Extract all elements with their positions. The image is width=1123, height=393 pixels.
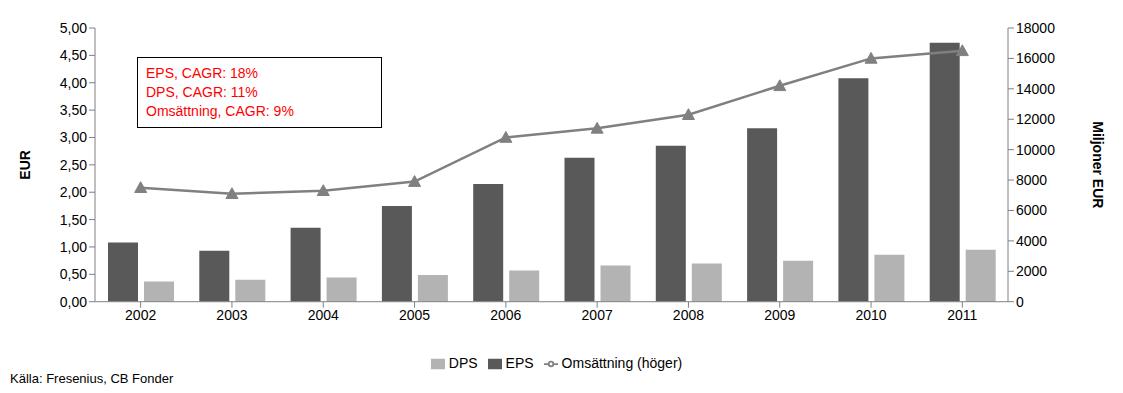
svg-text:2011: 2011 xyxy=(947,307,977,323)
svg-text:2003: 2003 xyxy=(216,307,247,323)
html-text:EPS: EPS xyxy=(505,354,534,371)
svg-text:10000: 10000 xyxy=(1016,142,1055,158)
svg-text:1,50: 1,50 xyxy=(60,212,87,228)
svg-text:2006: 2006 xyxy=(490,307,521,323)
svg-text:3,00: 3,00 xyxy=(60,129,87,145)
svg-text:4,00: 4,00 xyxy=(60,75,87,91)
svg-text:2007: 2007 xyxy=(582,307,613,323)
html-text:DPS: DPS xyxy=(448,354,478,371)
svg-text:0,00: 0,00 xyxy=(60,294,87,310)
svg-text:1,00: 1,00 xyxy=(60,239,87,255)
svg-text:2005: 2005 xyxy=(399,307,430,323)
svg-text:4,50: 4,50 xyxy=(60,47,87,63)
html-text:DPS, CAGR: 11%: DPS, CAGR: 11% xyxy=(146,84,258,100)
svg-text:2010: 2010 xyxy=(855,307,886,323)
svg-text:12000: 12000 xyxy=(1016,111,1055,127)
svg-text:0,50: 0,50 xyxy=(60,266,87,282)
svg-text:2008: 2008 xyxy=(673,307,704,323)
svg-text:3,50: 3,50 xyxy=(60,102,87,118)
html-text:Omsättning, CAGR: 9%: Omsättning, CAGR: 9% xyxy=(146,103,294,119)
html-text:EPS, CAGR: 18%: EPS, CAGR: 18% xyxy=(146,65,258,81)
svg-text:14000: 14000 xyxy=(1016,81,1055,97)
svg-text:Miljoner EUR: Miljoner EUR xyxy=(1090,121,1106,208)
html-text:Källa: Fresenius, CB Fonder: Källa: Fresenius, CB Fonder xyxy=(10,371,174,386)
svg-text:5,00: 5,00 xyxy=(60,20,87,36)
svg-text:2009: 2009 xyxy=(764,307,795,323)
svg-text:4000: 4000 xyxy=(1016,233,1047,249)
svg-text:EUR: EUR xyxy=(17,150,33,180)
svg-text:2000: 2000 xyxy=(1016,263,1047,279)
svg-text:16000: 16000 xyxy=(1016,50,1055,66)
svg-text:8000: 8000 xyxy=(1016,172,1047,188)
html-text:Omsättning (höger): Omsättning (höger) xyxy=(561,354,683,371)
svg-text:6000: 6000 xyxy=(1016,202,1047,218)
svg-text:0: 0 xyxy=(1016,294,1024,310)
svg-text:2002: 2002 xyxy=(125,307,156,323)
svg-text:2,00: 2,00 xyxy=(60,184,87,200)
svg-text:18000: 18000 xyxy=(1016,20,1055,36)
svg-text:2004: 2004 xyxy=(308,307,339,323)
svg-text:2,50: 2,50 xyxy=(60,157,87,173)
